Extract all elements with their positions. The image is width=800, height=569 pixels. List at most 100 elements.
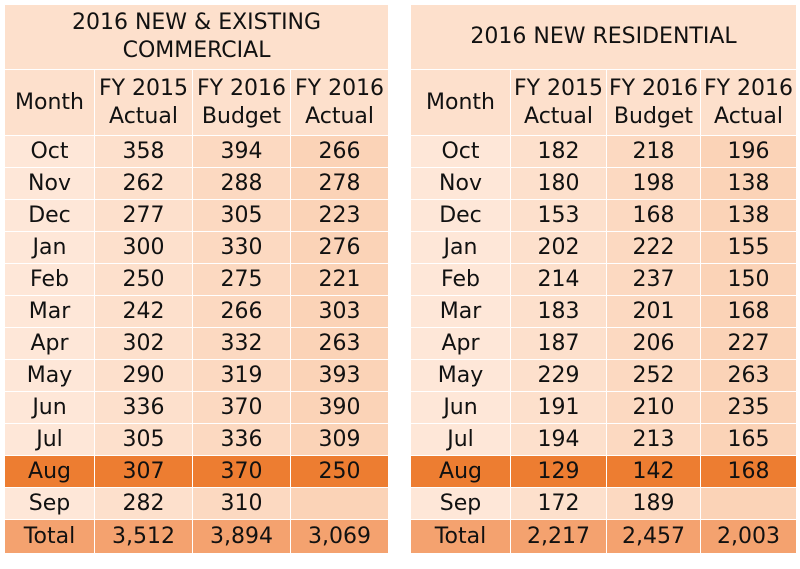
fy2015-cell: 302 bbox=[94, 327, 193, 360]
fy2015-cell: 187 bbox=[510, 327, 607, 360]
month-cell: Apr bbox=[4, 327, 95, 360]
budget-cell: 288 bbox=[192, 167, 291, 200]
fy2015-cell: 183 bbox=[510, 295, 607, 328]
month-cell: Jan bbox=[410, 231, 511, 264]
total-row: Total 2,217 2,457 2,003 bbox=[410, 519, 798, 554]
month-cell: Jun bbox=[410, 391, 511, 424]
fy2015-cell: 180 bbox=[510, 167, 607, 200]
table-row: Sep 282 310 bbox=[4, 487, 390, 520]
budget-cell: 237 bbox=[606, 263, 701, 296]
total-row: Total 3,512 3,894 3,069 bbox=[4, 519, 390, 554]
budget-cell: 198 bbox=[606, 167, 701, 200]
table-row: Dec 277 305 223 bbox=[4, 199, 390, 232]
fy2015-cell: 277 bbox=[94, 199, 193, 232]
actual-cell: 227 bbox=[699, 327, 798, 360]
table-row: Jul 194 213 165 bbox=[410, 423, 798, 456]
fy2015-cell: 194 bbox=[510, 423, 607, 456]
actual-cell: 278 bbox=[289, 167, 390, 200]
month-cell: Mar bbox=[4, 295, 95, 328]
budget-cell: 168 bbox=[606, 199, 701, 232]
fy2015-cell: 300 bbox=[94, 231, 193, 264]
commercial-table: 2016 NEW & EXISTING COMMERCIAL Month FY … bbox=[3, 4, 390, 554]
actual-cell: 266 bbox=[289, 135, 390, 168]
fy2015-cell: 262 bbox=[94, 167, 193, 200]
month-cell: Aug bbox=[410, 455, 511, 488]
actual-cell: 276 bbox=[289, 231, 390, 264]
month-header: Month bbox=[4, 69, 95, 136]
table-row: Dec 153 168 138 bbox=[410, 199, 798, 232]
table-row: May 229 252 263 bbox=[410, 359, 798, 392]
fy2015-cell: 290 bbox=[94, 359, 193, 392]
actual-cell: 168 bbox=[699, 455, 798, 488]
month-cell: Dec bbox=[410, 199, 511, 232]
fy2015-cell: 336 bbox=[94, 391, 193, 424]
fy2015-cell: 153 bbox=[510, 199, 607, 232]
budget-cell: 213 bbox=[606, 423, 701, 456]
budget-cell: 189 bbox=[606, 487, 701, 520]
table-row: Jun 191 210 235 bbox=[410, 391, 798, 424]
table-row: Mar 183 201 168 bbox=[410, 295, 798, 328]
budget-cell: 370 bbox=[192, 391, 291, 424]
actual-cell bbox=[699, 487, 798, 520]
total-label: Total bbox=[4, 519, 95, 554]
fy2015-cell: 182 bbox=[510, 135, 607, 168]
table-row: Apr 187 206 227 bbox=[410, 327, 798, 360]
budget-cell: 305 bbox=[192, 199, 291, 232]
total-label: Total bbox=[410, 519, 511, 554]
budget-cell: 222 bbox=[606, 231, 701, 264]
actual-cell: 150 bbox=[699, 263, 798, 296]
budget-cell: 332 bbox=[192, 327, 291, 360]
budget-cell: 206 bbox=[606, 327, 701, 360]
residential-table: 2016 NEW RESIDENTIAL Month FY 2015 Actual… bbox=[409, 4, 798, 554]
month-cell: Dec bbox=[4, 199, 95, 232]
total-actual: 3,069 bbox=[289, 519, 390, 554]
month-cell: Sep bbox=[410, 487, 511, 520]
budget-cell: 310 bbox=[192, 487, 291, 520]
table-row: Oct 358 394 266 bbox=[4, 135, 390, 168]
month-cell: Nov bbox=[4, 167, 95, 200]
budget-cell: 319 bbox=[192, 359, 291, 392]
budget-cell: 201 bbox=[606, 295, 701, 328]
actual-cell bbox=[289, 487, 390, 520]
residential-table-title: 2016 NEW RESIDENTIAL bbox=[409, 4, 798, 70]
table-row: Feb 214 237 150 bbox=[410, 263, 798, 296]
month-cell: Oct bbox=[4, 135, 95, 168]
table-row: Mar 242 266 303 bbox=[4, 295, 390, 328]
table-row: May 290 319 393 bbox=[4, 359, 390, 392]
actual-cell: 223 bbox=[289, 199, 390, 232]
fy2016-budget-header: FY 2016 Budget bbox=[192, 69, 291, 136]
actual-cell: 168 bbox=[699, 295, 798, 328]
table-row: Feb 250 275 221 bbox=[4, 263, 390, 296]
actual-cell: 309 bbox=[289, 423, 390, 456]
actual-cell: 263 bbox=[289, 327, 390, 360]
fy2016-actual-header: FY 2016 Actual bbox=[289, 69, 390, 136]
total-budget: 2,457 bbox=[606, 519, 701, 554]
table-row: Jun 336 370 390 bbox=[4, 391, 390, 424]
budget-cell: 370 bbox=[192, 455, 291, 488]
budget-cell: 266 bbox=[192, 295, 291, 328]
fy2015-cell: 305 bbox=[94, 423, 193, 456]
month-cell: Feb bbox=[410, 263, 511, 296]
fy2015-cell: 229 bbox=[510, 359, 607, 392]
month-cell: Jan bbox=[4, 231, 95, 264]
month-cell: Feb bbox=[4, 263, 95, 296]
actual-cell: 393 bbox=[289, 359, 390, 392]
total-fy2015: 2,217 bbox=[510, 519, 607, 554]
total-budget: 3,894 bbox=[192, 519, 291, 554]
fy2015-cell: 242 bbox=[94, 295, 193, 328]
fy2015-actual-header: FY 2015 Actual bbox=[510, 69, 607, 136]
budget-cell: 142 bbox=[606, 455, 701, 488]
actual-cell: 138 bbox=[699, 167, 798, 200]
month-cell: Jul bbox=[4, 423, 95, 456]
month-cell: Oct bbox=[410, 135, 511, 168]
actual-cell: 196 bbox=[699, 135, 798, 168]
table-row: Aug 129 142 168 bbox=[410, 455, 798, 488]
budget-cell: 330 bbox=[192, 231, 291, 264]
fy2015-cell: 191 bbox=[510, 391, 607, 424]
month-cell: Nov bbox=[410, 167, 511, 200]
actual-cell: 250 bbox=[289, 455, 390, 488]
table-row: Sep 172 189 bbox=[410, 487, 798, 520]
month-cell: Jul bbox=[410, 423, 511, 456]
budget-cell: 252 bbox=[606, 359, 701, 392]
total-actual: 2,003 bbox=[699, 519, 798, 554]
